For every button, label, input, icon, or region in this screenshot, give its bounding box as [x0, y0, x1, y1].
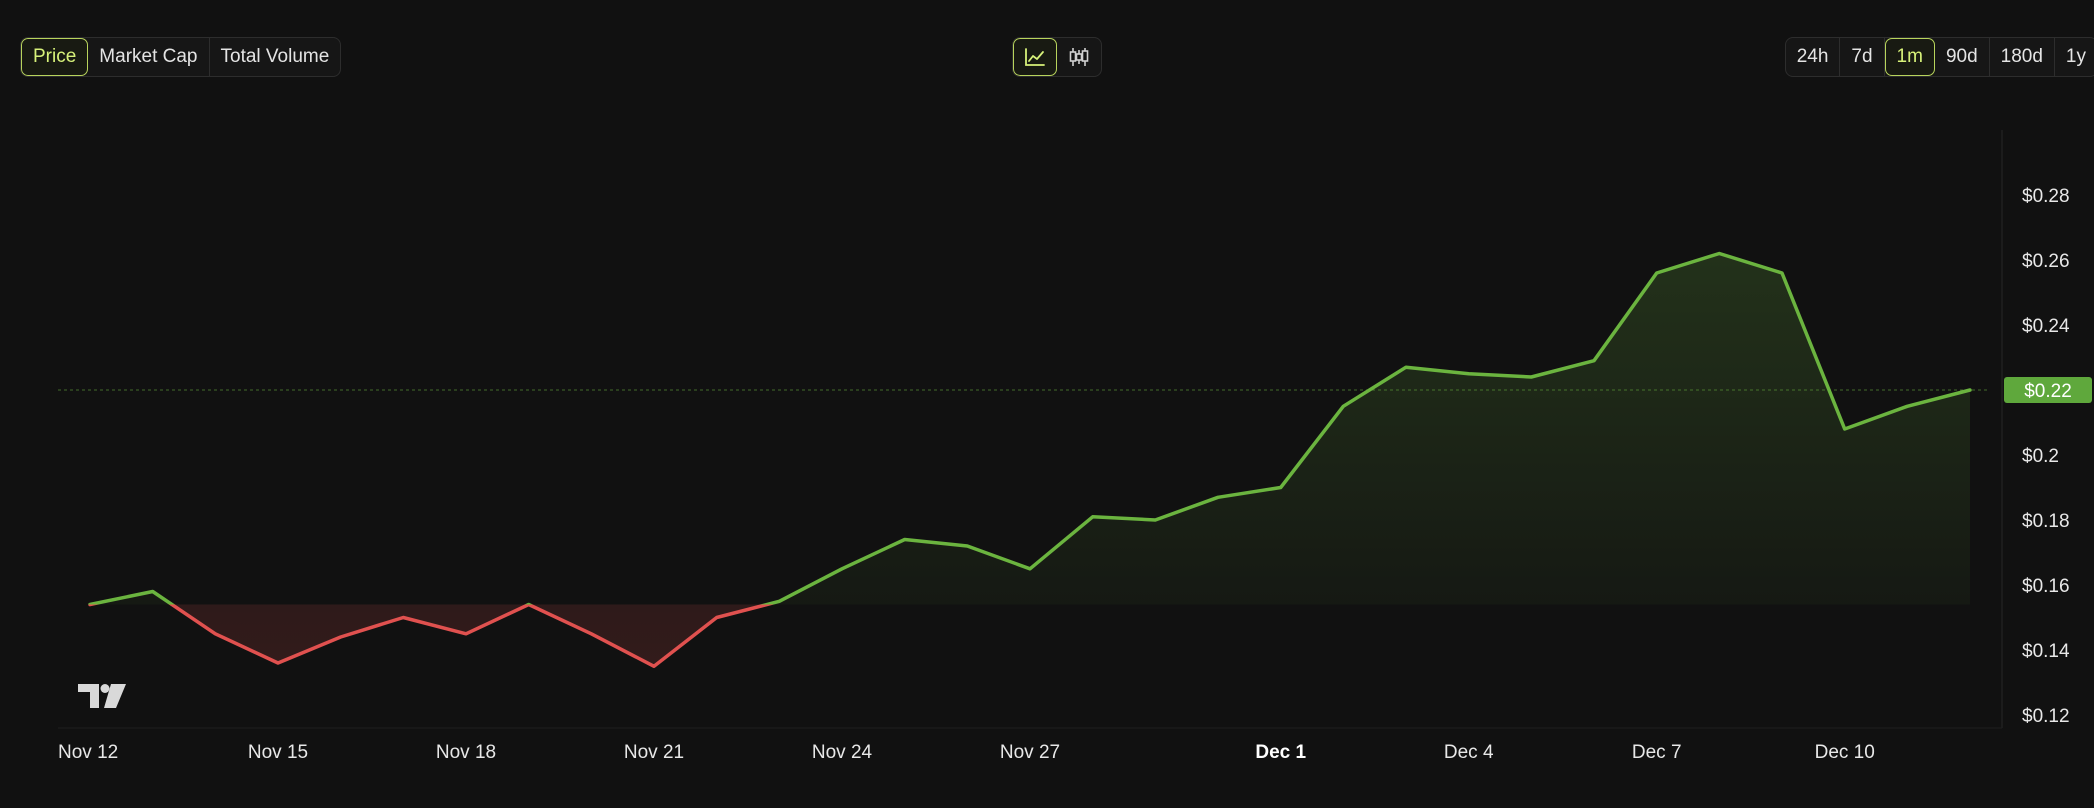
data-point[interactable] [837, 564, 847, 574]
x-tick-label: Nov 18 [436, 742, 496, 763]
y-tick-label: $0.18 [2022, 511, 2070, 532]
range-1y-button[interactable]: 1y [2065, 46, 2086, 67]
series-lines [85, 249, 1975, 671]
x-axis: Nov 12 Nov 15 Nov 18 Nov 21 Nov 24 Nov 27 Dec … [58, 742, 1875, 763]
x-tick-label: Dec 1 [1255, 742, 1306, 763]
data-point[interactable] [1338, 401, 1348, 411]
tradingview-logo [78, 684, 126, 708]
line-chart-button[interactable] [1013, 38, 1057, 76]
data-point[interactable] [1025, 564, 1035, 574]
x-tick-label: Nov 21 [624, 742, 684, 763]
data-point[interactable] [85, 600, 95, 610]
data-point[interactable] [1777, 268, 1787, 278]
candlestick-chart-icon [1069, 48, 1089, 66]
x-tick-label: Dec 10 [1815, 742, 1875, 763]
data-point[interactable] [1088, 512, 1098, 522]
metric-selector: Price Market Cap Total Volume [20, 37, 342, 77]
price-line-down [88, 604, 774, 669]
data-point[interactable] [1464, 369, 1474, 379]
metric-total-volume-button[interactable]: Total Volume [220, 46, 330, 67]
y-tick-label: $0.2 [2022, 446, 2059, 467]
data-point[interactable] [1150, 515, 1160, 525]
data-point[interactable] [336, 632, 346, 642]
data-point[interactable] [210, 629, 220, 639]
candlestick-chart-button[interactable] [1057, 38, 1101, 76]
data-point[interactable] [461, 629, 471, 639]
data-point[interactable] [774, 596, 784, 606]
x-tick-label: Nov 24 [812, 742, 873, 763]
range-180d-button[interactable]: 180d [1990, 38, 2055, 76]
time-range-selector: 24h 7d 1m 90d 180d 1y [1784, 37, 2094, 77]
data-point[interactable] [1965, 385, 1975, 395]
range-7d-button[interactable]: 7d [1840, 38, 1885, 76]
data-point[interactable] [1276, 483, 1286, 493]
range-1m-button[interactable]: 1m [1884, 38, 1935, 76]
x-tick-label: Nov 15 [248, 742, 308, 763]
data-point[interactable] [1589, 356, 1599, 366]
current-price-tag-bg [2004, 377, 2092, 403]
range-24h-button[interactable]: 24h [1786, 38, 1841, 76]
chart-type-selector [1012, 37, 1102, 77]
data-point[interactable] [1401, 362, 1411, 372]
x-tick-label: Dec 4 [1444, 742, 1494, 763]
y-axis: $0.12 $0.14 $0.16 $0.18 $0.2 $0.22 $0.24 $0.26 $… [2022, 186, 2070, 727]
data-point[interactable] [1902, 401, 1912, 411]
price-line-up [88, 251, 1972, 605]
data-point[interactable] [398, 613, 408, 623]
metric-price-button[interactable]: Price [21, 38, 89, 76]
y-tick-label: $0.16 [2022, 576, 2070, 597]
area-fills [90, 253, 1970, 667]
x-tick-label: Nov 27 [1000, 742, 1060, 763]
data-point[interactable] [524, 600, 534, 610]
data-point[interactable] [1652, 268, 1662, 278]
data-point[interactable] [900, 535, 910, 545]
y-tick-label: $0.12 [2022, 706, 2070, 727]
data-point[interactable] [962, 541, 972, 551]
data-point[interactable] [712, 613, 722, 623]
data-point[interactable] [586, 629, 596, 639]
data-point[interactable] [273, 658, 283, 668]
y-tick-label: $0.24 [2022, 316, 2070, 337]
data-point[interactable] [1840, 424, 1850, 434]
data-point[interactable] [1714, 249, 1724, 259]
line-chart-icon [1025, 48, 1045, 66]
data-point[interactable] [649, 661, 659, 671]
current-price-tag: $0.22 [2004, 377, 2092, 403]
metric-market-cap-button[interactable]: Market Cap [88, 38, 210, 76]
area-above-baseline [90, 253, 1970, 605]
area-below-baseline [90, 604, 1970, 667]
range-90d-button[interactable]: 90d [1935, 38, 1990, 76]
x-tick-label: Nov 12 [58, 742, 118, 763]
y-tick-label: $0.14 [2022, 641, 2070, 662]
data-point[interactable] [1213, 492, 1223, 502]
data-point[interactable] [148, 587, 158, 597]
data-point[interactable] [1526, 372, 1536, 382]
y-tick-label: $0.26 [2022, 251, 2070, 272]
y-tick-label: $0.28 [2022, 186, 2070, 207]
x-tick-label: Dec 7 [1632, 742, 1682, 763]
current-price-tag-label: $0.22 [2024, 381, 2072, 402]
